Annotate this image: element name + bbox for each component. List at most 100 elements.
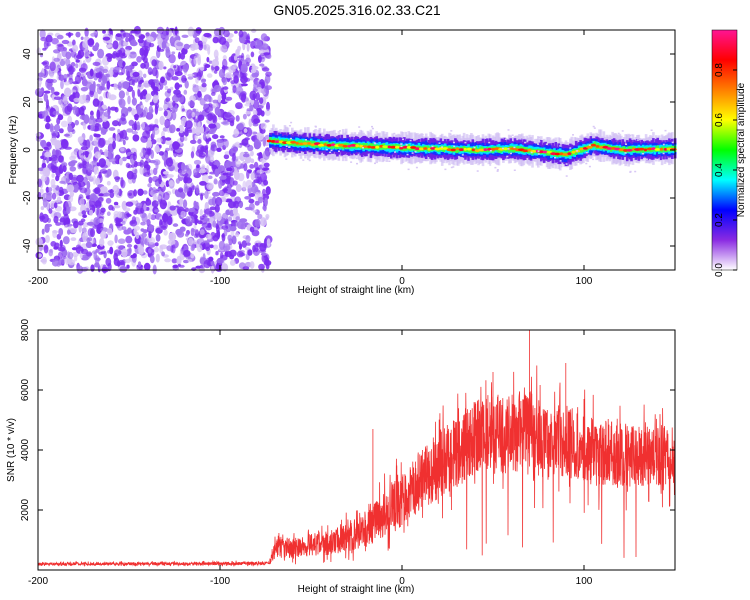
noise-speck <box>37 253 42 258</box>
noise-speck <box>232 152 236 162</box>
noise-speck <box>53 91 60 96</box>
noise-speck <box>105 197 112 204</box>
signal-core-dot <box>483 148 488 152</box>
faint-speck <box>444 168 447 171</box>
noise-speck <box>115 133 120 142</box>
faint-speck <box>373 142 376 144</box>
noise-speck <box>249 261 255 269</box>
noise-speck <box>60 79 64 90</box>
noise-speck <box>75 31 81 38</box>
signal-core-dot <box>571 150 576 154</box>
noise-speck <box>114 176 121 180</box>
noise-speck <box>40 174 47 182</box>
noise-speck <box>106 228 113 236</box>
noise-speck <box>216 212 222 222</box>
noise-speck <box>60 188 69 194</box>
noise-speck <box>265 256 269 266</box>
noise-speck <box>210 260 215 266</box>
noise-speck <box>207 234 212 240</box>
faint-speck <box>519 138 522 140</box>
noise-speck <box>51 192 57 200</box>
noise-speck <box>199 181 207 186</box>
faint-speck <box>664 129 667 132</box>
noise-speck <box>248 170 252 174</box>
noise-speck <box>239 92 247 101</box>
noise-speck <box>72 44 79 53</box>
noise-speck <box>148 105 153 115</box>
noise-speck <box>163 229 168 236</box>
noise-speck <box>265 214 270 219</box>
noise-speck <box>124 258 131 264</box>
noise-speck <box>174 26 178 36</box>
figure-title: GN05.2025.316.02.33.C21 <box>273 2 441 18</box>
noise-speck <box>138 40 147 47</box>
noise-speck <box>112 140 116 150</box>
noise-speck <box>44 223 50 233</box>
spectrogram-x-label: Height of straight line (km) <box>298 285 415 296</box>
noise-speck <box>61 39 70 45</box>
noise-speck <box>223 112 232 118</box>
noise-speck <box>133 189 138 197</box>
noise-speck <box>199 264 203 269</box>
noise-speck <box>64 87 72 98</box>
faint-speck <box>579 135 582 138</box>
noise-speck <box>80 248 89 255</box>
noise-speck <box>183 183 188 193</box>
faint-speck <box>588 144 591 146</box>
noise-speck <box>141 232 147 238</box>
noise-speck <box>75 59 80 63</box>
faint-speck <box>501 147 504 150</box>
faint-speck <box>305 139 307 141</box>
noise-speck <box>253 118 261 124</box>
faint-speck <box>559 160 562 162</box>
noise-speck <box>153 167 158 176</box>
noise-speck <box>128 247 132 254</box>
faint-speck <box>559 145 562 147</box>
noise-speck <box>102 75 108 84</box>
noise-speck <box>195 149 204 157</box>
signal-core-dot <box>579 147 584 151</box>
noise-speck <box>146 36 154 43</box>
faint-speck <box>662 143 665 146</box>
noise-speck <box>119 266 128 273</box>
noise-speck <box>66 251 71 258</box>
faint-speck <box>289 132 292 135</box>
snr-y-label: SNR (10 * v/v) <box>6 418 17 482</box>
faint-speck <box>496 170 499 172</box>
x-tick-label: 100 <box>576 576 593 587</box>
noise-speck <box>185 233 189 237</box>
noise-speck <box>196 238 205 245</box>
noise-speck <box>115 219 120 227</box>
noise-speck <box>89 53 95 57</box>
faint-speck <box>415 166 418 169</box>
noise-speck <box>52 230 58 234</box>
faint-speck <box>387 157 390 160</box>
faint-speck <box>407 168 410 171</box>
noise-speck <box>81 256 89 261</box>
noise-speck <box>100 211 105 216</box>
noise-speck <box>168 124 176 134</box>
noise-speck <box>243 163 248 172</box>
colorbar-gradient <box>711 29 738 271</box>
faint-speck <box>625 143 627 145</box>
faint-speck <box>530 151 533 154</box>
noise-speck <box>100 164 108 169</box>
noise-speck <box>41 162 47 169</box>
noise-speck <box>222 86 229 90</box>
noise-speck <box>190 151 195 159</box>
noise-speck <box>225 96 233 101</box>
signal-band-cell <box>358 142 361 148</box>
signal-core-dot <box>450 148 456 152</box>
noise-speck <box>206 165 210 174</box>
faint-speck <box>288 146 291 148</box>
signal-core-dot <box>478 148 485 152</box>
noise-speck <box>86 175 94 180</box>
noise-speck <box>165 97 171 103</box>
faint-speck <box>288 125 291 127</box>
noise-speck <box>104 149 109 158</box>
noise-speck <box>112 66 120 73</box>
noise-speck <box>237 241 242 245</box>
noise-speck <box>66 184 75 193</box>
noise-speck <box>132 71 140 77</box>
noise-speck <box>197 90 202 98</box>
